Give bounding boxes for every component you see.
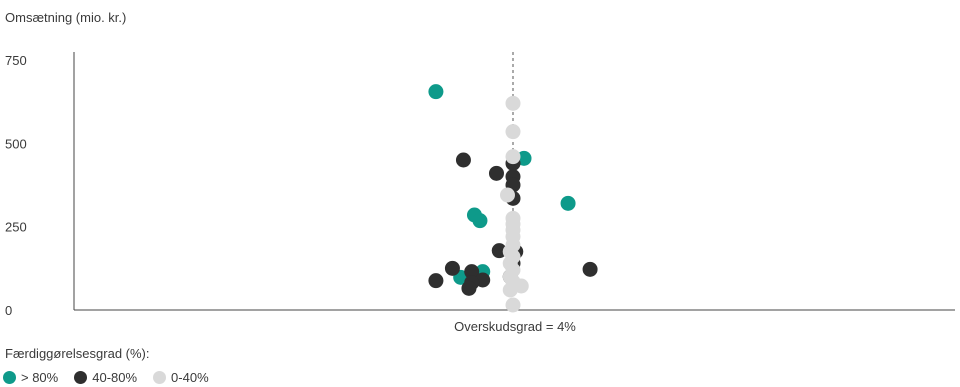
reference-line-caption: Overskudsgrad = 4% bbox=[454, 319, 576, 334]
legend-item-40-80: 40-80% bbox=[74, 370, 137, 385]
data-point-40-80 bbox=[464, 264, 480, 280]
legend-label-gt80: > 80% bbox=[21, 370, 59, 385]
legend-label-40-80: 40-80% bbox=[92, 370, 138, 385]
data-point-40-80 bbox=[444, 260, 460, 276]
y-tick-labels: 0 250 500 750 bbox=[5, 53, 27, 318]
data-point-40-80 bbox=[582, 261, 598, 277]
y-tick-label: 250 bbox=[5, 220, 27, 235]
data-point-0-40 bbox=[502, 282, 518, 298]
legend: > 80% 40-80% 0-40% bbox=[3, 370, 209, 385]
data-point-0-40 bbox=[505, 95, 521, 111]
legend-swatch-gt80 bbox=[3, 371, 16, 384]
data-points bbox=[428, 84, 598, 313]
legend-item-gt80: > 80% bbox=[3, 370, 58, 385]
y-tick-label: 500 bbox=[5, 136, 27, 151]
data-point-0-40 bbox=[505, 297, 521, 313]
data-point-40-80 bbox=[461, 280, 477, 296]
data-point-40-80 bbox=[488, 165, 504, 181]
data-point-0-40 bbox=[505, 149, 521, 165]
data-point-0-40 bbox=[499, 187, 515, 203]
data-point-40-80 bbox=[491, 243, 507, 259]
y-tick-label: 750 bbox=[5, 53, 27, 68]
data-point-80 bbox=[472, 213, 488, 229]
data-point-80 bbox=[428, 84, 444, 100]
legend-item-0-40: 0-40% bbox=[153, 370, 209, 385]
data-point-40-80 bbox=[455, 152, 471, 168]
data-point-40-80 bbox=[428, 273, 444, 289]
y-axis-title: Omsætning (mio. kr.) bbox=[5, 10, 127, 25]
y-tick-label: 0 bbox=[5, 303, 12, 318]
data-point-0-40 bbox=[505, 124, 521, 140]
legend-swatch-40-80 bbox=[74, 371, 88, 384]
legend-label-0-40: 0-40% bbox=[171, 370, 209, 385]
legend-title: Færdiggørelsesgrad (%): bbox=[5, 346, 150, 361]
legend-swatch-0-40 bbox=[153, 371, 167, 384]
data-point-80 bbox=[560, 195, 576, 211]
